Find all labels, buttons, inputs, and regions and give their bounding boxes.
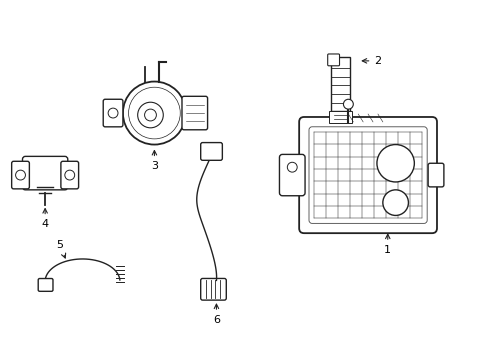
FancyBboxPatch shape <box>299 117 437 233</box>
FancyBboxPatch shape <box>201 278 226 300</box>
FancyBboxPatch shape <box>38 279 53 291</box>
Text: 1: 1 <box>384 234 391 255</box>
Text: 3: 3 <box>151 150 158 171</box>
FancyBboxPatch shape <box>61 161 78 189</box>
FancyBboxPatch shape <box>328 54 340 66</box>
FancyBboxPatch shape <box>103 99 123 127</box>
Text: 2: 2 <box>362 56 382 66</box>
Circle shape <box>138 102 163 128</box>
Circle shape <box>343 99 353 109</box>
FancyBboxPatch shape <box>428 163 444 187</box>
Text: 6: 6 <box>213 304 220 325</box>
FancyBboxPatch shape <box>309 127 427 223</box>
FancyBboxPatch shape <box>12 161 29 189</box>
Circle shape <box>123 82 186 145</box>
FancyBboxPatch shape <box>23 156 68 190</box>
FancyBboxPatch shape <box>279 154 305 196</box>
FancyBboxPatch shape <box>201 143 222 160</box>
Text: 5: 5 <box>56 240 66 258</box>
Circle shape <box>383 190 409 215</box>
Circle shape <box>377 145 415 182</box>
Text: 4: 4 <box>42 209 49 229</box>
Bar <box>329 111 352 123</box>
FancyBboxPatch shape <box>182 96 208 130</box>
Bar <box>331 57 350 111</box>
